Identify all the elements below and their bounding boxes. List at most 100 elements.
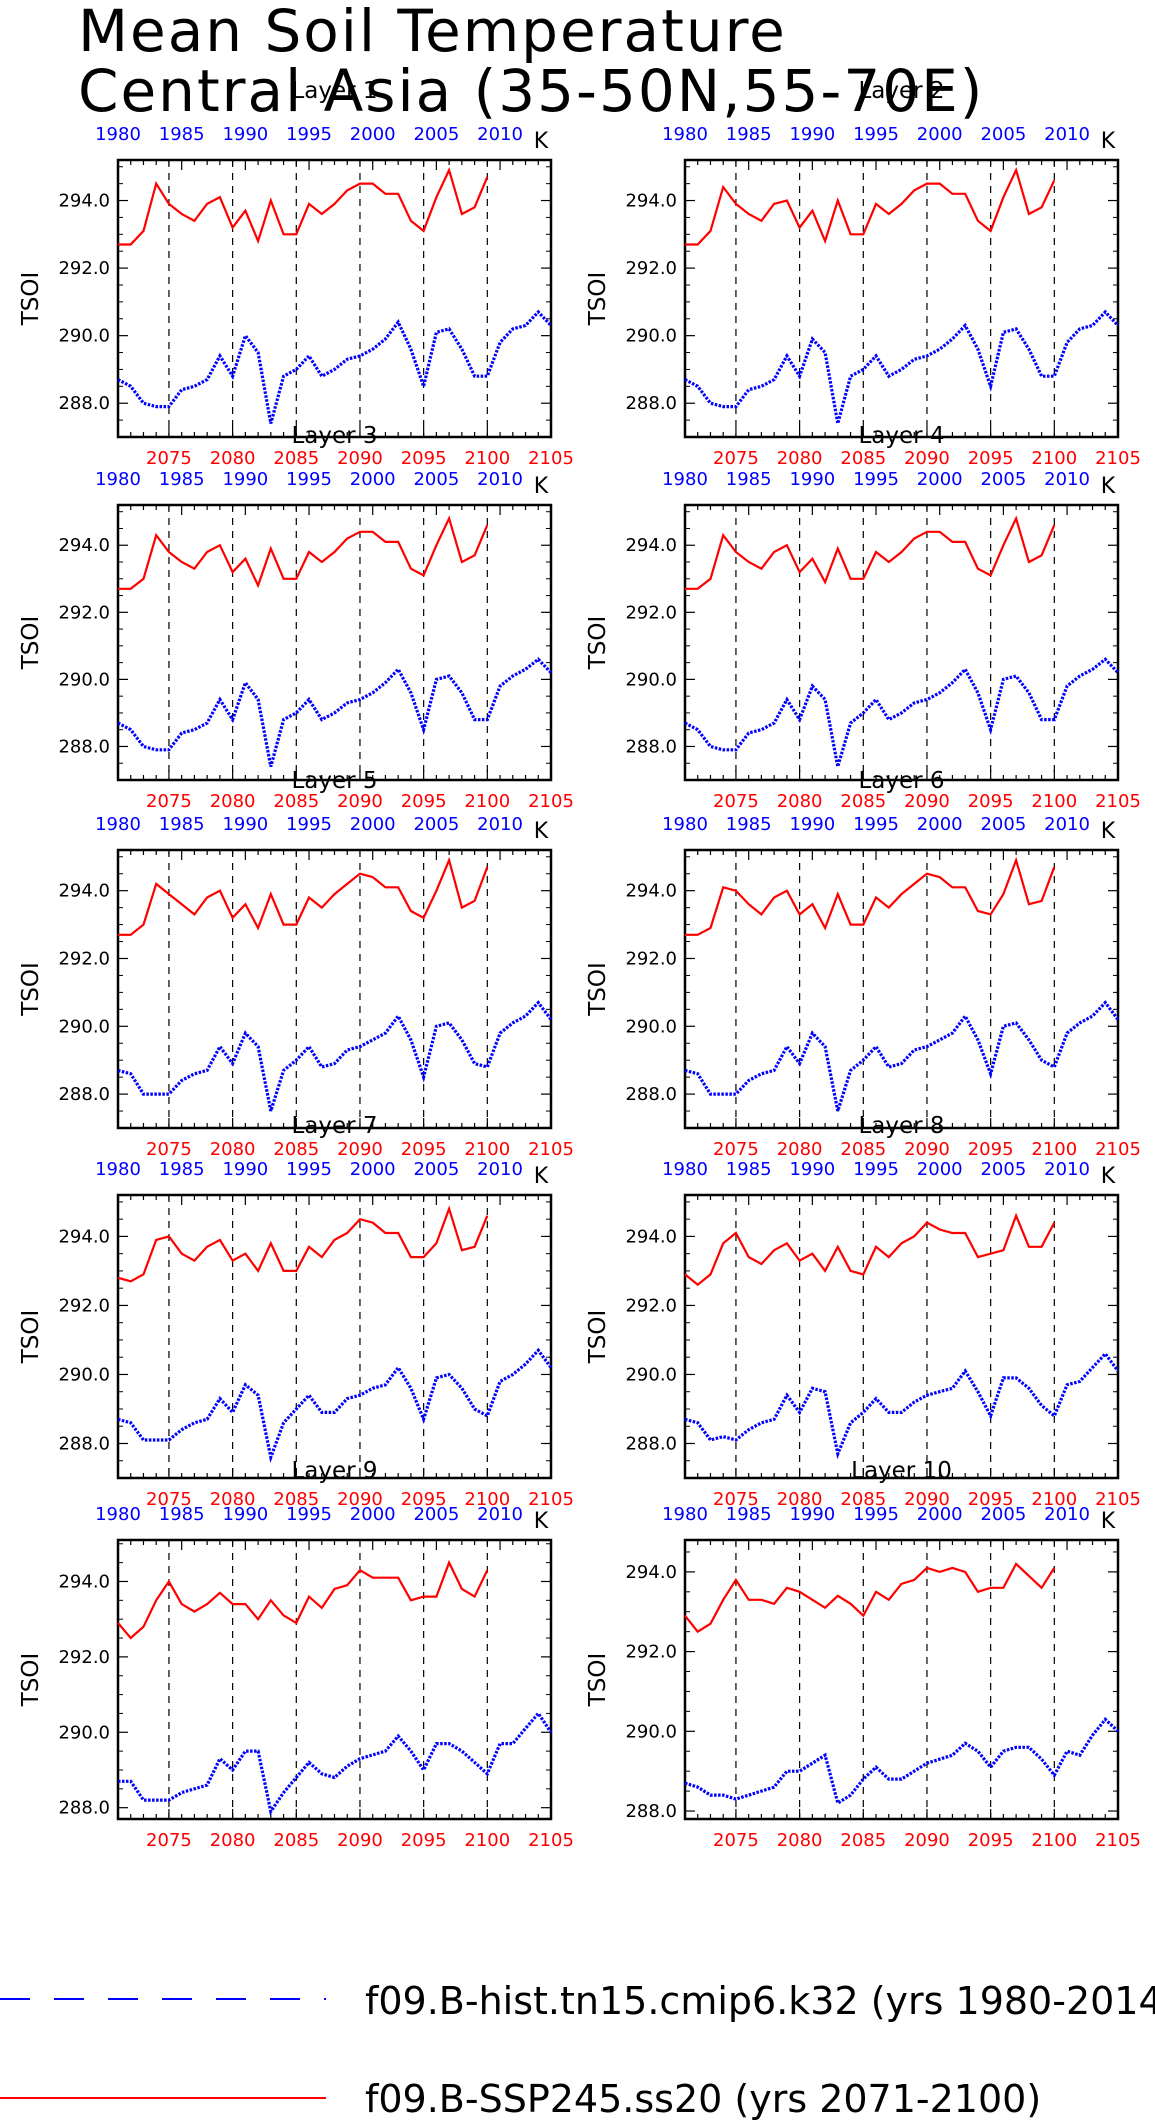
- panel8-hist-line: [684, 1351, 1120, 1460]
- panel8-bottom-tick-label-2095: 2095: [968, 1489, 1014, 1510]
- legend-ssp-label: f09.B-SSP245.ss20 (yrs 2071-2100): [365, 2077, 1042, 2121]
- panel4-ylabel: TSOI: [585, 616, 611, 671]
- panel4-top-tick-label-1995: 1995: [853, 469, 899, 490]
- panel7-bottom-tick-label-2075: 2075: [146, 1489, 192, 1510]
- panel6-frame: [683, 848, 1120, 1130]
- panel1-top-tick-label-2010: 2010: [477, 124, 523, 145]
- panel8-top-tick-label-2010: 2010: [1044, 1159, 1090, 1180]
- panel4-top-tick-label-1990: 1990: [789, 469, 835, 490]
- panel3-top-tick-label-2010: 2010: [477, 469, 523, 490]
- panel2-top-tick-label-1980: 1980: [662, 124, 708, 145]
- panel5-ytick-label-288.0: 288.0: [58, 1084, 110, 1105]
- panel4-top-tick-label-2010: 2010: [1044, 469, 1090, 490]
- panel6-ytick-label-292.0: 292.0: [625, 948, 677, 969]
- panel1-bottom-tick-label-2090: 2090: [337, 448, 383, 469]
- panel4-bottom-tick-label-2080: 2080: [777, 791, 823, 812]
- panel10-top-tick-label-1995: 1995: [853, 1504, 899, 1525]
- panel7-bottom-tick-label-2105: 2105: [528, 1489, 574, 1510]
- panel4-bottom-tick-label-2075: 2075: [713, 791, 759, 812]
- panel6-title: Layer 6: [858, 768, 944, 794]
- panel6-top-tick-label-1985: 1985: [726, 814, 772, 835]
- panel4-title: Layer 4: [858, 423, 944, 449]
- panel5-ytick-label-294.0: 294.0: [58, 881, 110, 902]
- panel9-bottom-tick-label-2075: 2075: [146, 1830, 192, 1851]
- panel2-frame: [683, 158, 1120, 439]
- panel1-frame: [116, 158, 553, 439]
- panel3-bottom-tick-label-2090: 2090: [337, 791, 383, 812]
- panel7-bottom-tick-label-2085: 2085: [273, 1489, 319, 1510]
- panel8-bottom-tick-label-2090: 2090: [904, 1489, 950, 1510]
- panel1-top-tick-label-1995: 1995: [286, 124, 332, 145]
- panel1-top-tick-label-2000: 2000: [350, 124, 396, 145]
- panel8-frame: [683, 1193, 1120, 1480]
- panel8-ytick-label-294.0: 294.0: [625, 1226, 677, 1247]
- panel5-bottom-tick-label-2080: 2080: [210, 1139, 256, 1160]
- panel3-units-label: K: [534, 474, 549, 499]
- panel10-bottom-tick-label-2080: 2080: [777, 1830, 823, 1851]
- panel8-ytick-label-292.0: 292.0: [625, 1295, 677, 1316]
- panel7-units-label: K: [534, 1164, 549, 1189]
- panel4-ytick-label-290.0: 290.0: [625, 669, 677, 690]
- panel7-top-tick-label-1985: 1985: [159, 1159, 205, 1180]
- panel5-bottom-tick-label-2090: 2090: [337, 1139, 383, 1160]
- panel6-top-tick-label-1990: 1990: [789, 814, 835, 835]
- panel7-top-tick-label-2010: 2010: [477, 1159, 523, 1180]
- panel4-ssp-line: [685, 515, 1056, 590]
- panel2-ylabel: TSOI: [585, 272, 611, 327]
- panel2-ytick-label-290.0: 290.0: [625, 326, 677, 347]
- panel1-ssp-line: [118, 166, 489, 246]
- panel8-top-tick-label-1990: 1990: [789, 1159, 835, 1180]
- panel10-bottom-tick-label-2085: 2085: [840, 1830, 886, 1851]
- panel9-top-tick-label-2000: 2000: [350, 1504, 396, 1525]
- panel5-bottom-tick-label-2085: 2085: [273, 1139, 319, 1160]
- panel6-units-label: K: [1101, 819, 1116, 844]
- panel3-ytick-label-290.0: 290.0: [58, 669, 110, 690]
- panel2-title: Layer 2: [858, 78, 944, 104]
- panel8-top-tick-label-1985: 1985: [726, 1159, 772, 1180]
- panel3-top-tick-label-2000: 2000: [350, 469, 396, 490]
- panel3-top-tick-label-2005: 2005: [413, 469, 459, 490]
- panel5-frame: [116, 848, 553, 1130]
- panel6-top-tick-label-1995: 1995: [853, 814, 899, 835]
- panel2-top-tick-label-2005: 2005: [980, 124, 1026, 145]
- panel8-title: Layer 8: [858, 1113, 944, 1139]
- panel5-ssp-line: [118, 856, 489, 936]
- panel6-ytick-label-288.0: 288.0: [625, 1084, 677, 1105]
- panel8-top-tick-label-2005: 2005: [980, 1159, 1026, 1180]
- panel1-bottom-tick-label-2095: 2095: [401, 448, 447, 469]
- panel8-ylabel: TSOI: [585, 1310, 611, 1365]
- panel6-bottom-tick-label-2075: 2075: [713, 1139, 759, 1160]
- panel8-ytick-label-290.0: 290.0: [625, 1364, 677, 1385]
- panel10-units-label: K: [1101, 1509, 1116, 1534]
- panel6-ssp-line: [685, 856, 1056, 936]
- legend-hist-label: f09.B-hist.tn15.cmip6.k32 (yrs 1980-2014…: [365, 1979, 1155, 2023]
- panel1-top-tick-label-1980: 1980: [95, 124, 141, 145]
- panel9-top-tick-label-1995: 1995: [286, 1504, 332, 1525]
- panel7-title: Layer 7: [291, 1113, 377, 1139]
- panel1-ytick-label-294.0: 294.0: [58, 191, 110, 212]
- panel10-bottom-tick-label-2090: 2090: [904, 1830, 950, 1851]
- panel5-bottom-tick-label-2100: 2100: [464, 1139, 510, 1160]
- panel3-frame: [116, 503, 553, 782]
- panel10-ssp-line: [684, 1562, 1056, 1634]
- panel7-ssp-line: [117, 1205, 489, 1283]
- panel1-hist-line: [117, 309, 553, 424]
- panel2-hist-line: [684, 309, 1120, 424]
- panel10-bottom-tick-label-2105: 2105: [1095, 1830, 1141, 1851]
- panel8-bottom-tick-label-2085: 2085: [840, 1489, 886, 1510]
- panel2-bottom-tick-label-2085: 2085: [840, 448, 886, 469]
- panel6-bottom-tick-label-2095: 2095: [968, 1139, 1014, 1160]
- panel1-units-label: K: [534, 129, 549, 154]
- panel4-top-tick-label-1985: 1985: [726, 469, 772, 490]
- panel1-top-tick-label-1990: 1990: [222, 124, 268, 145]
- panel3-bottom-tick-label-2085: 2085: [273, 791, 319, 812]
- panel1-bottom-tick-label-2105: 2105: [528, 448, 574, 469]
- panel3-title: Layer 3: [291, 423, 377, 449]
- panel9-top-tick-label-1980: 1980: [95, 1504, 141, 1525]
- panel10-top-tick-label-2010: 2010: [1044, 1504, 1090, 1525]
- panel2-ytick-label-288.0: 288.0: [625, 393, 677, 414]
- panel6-hist-line: [684, 1000, 1120, 1112]
- panel9-top-tick-label-2010: 2010: [477, 1504, 523, 1525]
- panel6-top-tick-label-2000: 2000: [917, 814, 963, 835]
- panel4-frame: [683, 503, 1120, 782]
